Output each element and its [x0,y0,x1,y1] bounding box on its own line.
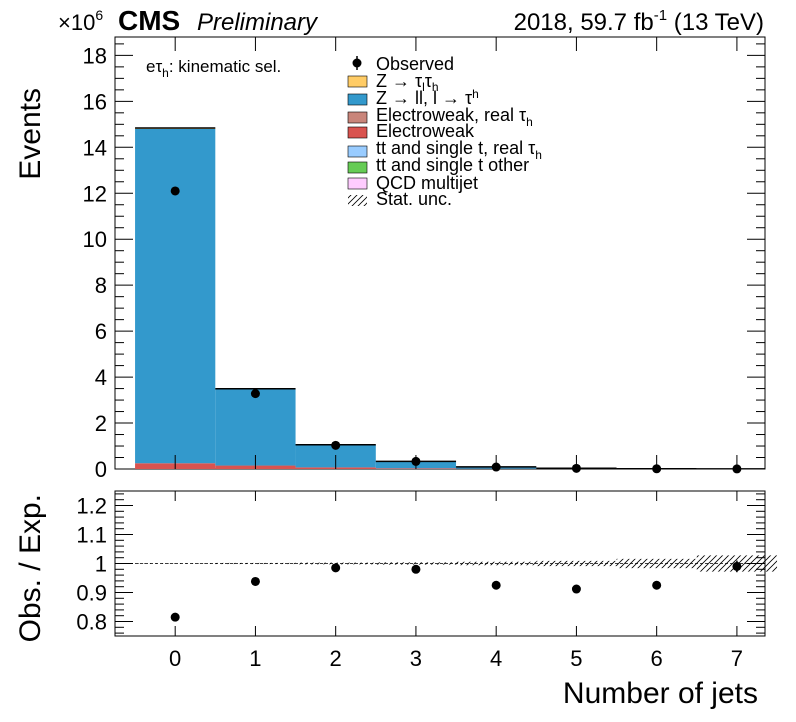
main-x-ticks [174,37,738,469]
observed-point-bin2 [331,440,341,450]
legend: Observed Z → τlτh Z → ll, l → τh Electro… [347,54,542,209]
preliminary-label: Preliminary [197,9,319,36]
stack-bar-s1-bin1 [215,389,296,466]
ratio-y-tick-label-3: 1.1 [76,523,107,548]
ratio-x-ticks: 0 1 2 3 4 5 6 7 [169,491,743,671]
x-tick-label-2: 2 [330,646,342,671]
legend-entry-zll: Z → ll, l → τh [347,87,479,108]
svg-text:Z → ll, l → τh: Z → ll, l → τh [376,87,479,108]
legend-swatch-tt-real [347,145,368,158]
main-y-tick-label-0: 0 [95,457,107,482]
legend-entry-ewk-real: Electroweak, real τh [347,105,533,129]
legend-entry-ztt: Z → τlτh [347,71,439,94]
x-tick-label-7: 7 [731,646,743,671]
x-tick-label-1: 1 [249,646,261,671]
legend-swatch-ewk-real [347,111,368,124]
main-y-tick-label-2: 4 [95,365,107,390]
svg-text:Stat. unc.: Stat. unc. [376,189,452,209]
legend-swatch-stat-unc [348,195,367,206]
luminosity-label: 2018, 59.7 fb-1 (13 TeV) [514,7,764,36]
stack-bar-s1-bin0 [135,128,216,464]
x-tick-label-6: 6 [651,646,663,671]
legend-entry-tt-other: tt and single t other [347,155,529,175]
svg-text:×106: ×106 [58,7,103,35]
ratio-point-bin0 [170,612,180,622]
cms-label: CMS [118,5,180,36]
ratio-y-tick-label-4: 1.2 [76,494,107,519]
main-y-tick-label-8: 16 [83,89,107,114]
ratio-point-bin7 [732,561,742,571]
svg-text:Observed: Observed [376,54,454,74]
observed-point-bin0 [170,186,180,196]
x-tick-label-0: 0 [169,646,181,671]
legend-swatch-tt-other [347,161,368,174]
ratio-point-bin6 [652,580,662,590]
x-tick-label-4: 4 [490,646,502,671]
legend-entry-tt-real: tt and single t, real τh [347,138,542,162]
ratio-y-axis-title: Obs. / Exp. [14,494,47,642]
ratio-y-ticks: 0.8 0.9 1 1.1 1.2 [76,493,765,635]
ratio-points [170,560,742,622]
main-y-axis-title: Events [14,88,47,180]
main-y-tick-label-4: 8 [95,273,107,298]
ratio-y-tick-label-2: 1 [95,552,107,577]
category-label: eτh: kinematic sel. [146,57,281,80]
ratio-point-bin5 [571,584,581,594]
svg-text:Electroweak: Electroweak [376,121,475,141]
legend-entry-observed: Observed [352,54,454,74]
multiplier-exponent: 6 [95,7,103,23]
x-tick-label-5: 5 [570,646,582,671]
legend-entry-qcd: QCD multijet [347,173,478,193]
main-y-tick-label-1: 2 [95,411,107,436]
main-y-tick-label-7: 14 [83,135,107,160]
svg-text:tt and single t, real τh: tt and single t, real τh [376,138,542,162]
multiplier-base: ×10 [58,10,95,35]
main-y-ticks: 0 2 4 6 8 10 12 14 16 18 [83,43,765,482]
legend-swatch-qcd [347,177,368,190]
ratio-point-bin3 [411,564,421,574]
svg-text:Z → τlτh: Z → τlτh [376,71,439,94]
ratio-y-tick-label-1: 0.9 [76,581,107,606]
main-y-tick-label-5: 10 [83,227,107,252]
x-tick-label-3: 3 [410,646,422,671]
ratio-point-bin4 [491,580,501,590]
observed-point-bin1 [250,389,260,399]
main-y-tick-label-3: 6 [95,319,107,344]
legend-entry-ewk: Electroweak [347,121,475,141]
legend-swatch-ewk [347,126,368,139]
svg-text:tt and single t other: tt and single t other [376,155,529,175]
svg-text:QCD multijet: QCD multijet [376,173,478,193]
legend-swatch-zll [347,93,368,106]
svg-text:Electroweak, real τh: Electroweak, real τh [376,105,533,129]
legend-swatch-ztt [347,75,368,88]
x-axis-title: Number of jets [563,677,758,710]
main-y-tick-label-9: 18 [83,43,107,68]
ratio-y-tick-label-0: 0.8 [76,610,107,635]
main-y-tick-label-6: 12 [83,181,107,206]
ratio-point-bin2 [331,563,341,573]
ratio-point-bin1 [250,576,260,586]
legend-entry-stat-unc: Stat. unc. [348,189,452,209]
